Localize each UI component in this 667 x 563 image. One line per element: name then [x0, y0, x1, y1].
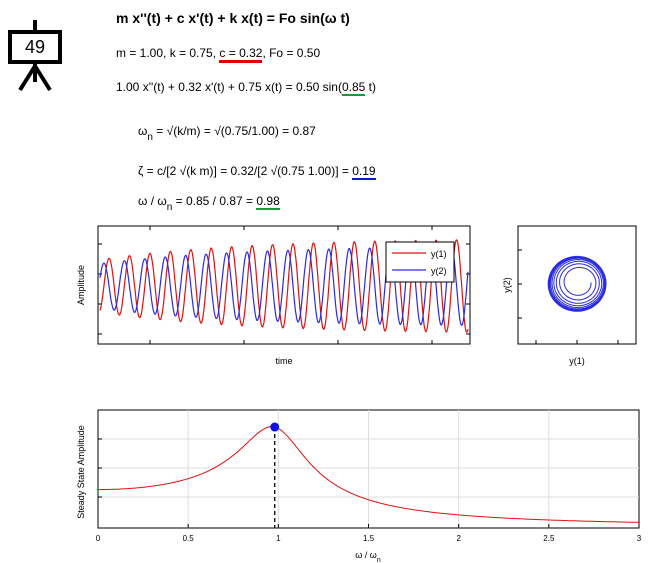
zeta-val: 0.19: [352, 164, 376, 180]
legend-label-y2: y(2): [431, 266, 447, 276]
wn-expr: = √(k/m) = √(0.75/1.00) = 0.87: [152, 124, 316, 138]
ode-post: t): [365, 80, 377, 94]
badge-number: 49: [8, 30, 62, 64]
params-post: , Fo = 0.50: [262, 46, 321, 60]
chart-badge: 49: [0, 0, 70, 100]
ode-pre: 1.00 x''(t) + 0.32 x'(t) + 0.75 x(t) = 0…: [116, 80, 342, 94]
phase-portrait-chart: y(1) y(2): [502, 225, 637, 366]
ratio-pre: ω / ω: [138, 194, 167, 208]
series-line-y1: [99, 239, 469, 333]
params-c: c = 0.32: [219, 46, 263, 63]
legend-label-y1: y(1): [431, 249, 447, 259]
phase-plot-frame: [517, 225, 637, 345]
freq-xtick-label-3: 1.5: [363, 534, 375, 543]
wn-symbol: ω: [138, 124, 148, 138]
freq-xtick-label-5: 2.5: [543, 534, 555, 543]
equation-title: m x''(t) + c x'(t) + k x(t) = Fo sin(ω t…: [116, 10, 350, 26]
phase-trajectory: [547, 255, 607, 312]
frequency-response-chart: 0 0.5 1 1.5 2 2.5 3 ω / ωn Steady State Amplit…: [76, 409, 642, 563]
freq-xtick-label-2: 1: [276, 534, 281, 543]
phase-xlabel: y(1): [569, 356, 585, 366]
ratio-mid: = 0.85 / 0.87 =: [172, 194, 257, 208]
ratio-sub: n: [166, 202, 173, 213]
natural-frequency-line: ωn = √(k/m) = √(0.75/1.00) = 0.87: [138, 124, 316, 143]
freq-xtick-label-6: 3: [637, 534, 642, 543]
frequency-ratio-line: ω / ωn = 0.85 / 0.87 = 0.98: [138, 194, 280, 213]
zeta-expr: ζ = c/[2 √(k m)] = 0.32/[2 √(0.75 1.00)]…: [138, 164, 353, 178]
params-pre: m = 1.00, k = 0.75,: [116, 46, 220, 60]
ratio-val: 0.98: [256, 194, 280, 210]
presentation-board-icon: [18, 20, 52, 92]
freq-xtick-label-4: 2: [456, 534, 461, 543]
freq-ylabel: Steady State Amplitude: [76, 425, 86, 519]
freq-xtick-label-0: 0: [96, 534, 101, 543]
freq-xlabel: ω / ωn: [355, 550, 381, 563]
parameter-line: m = 1.00, k = 0.75, c = 0.32, Fo = 0.50: [116, 46, 321, 63]
time-xlabel: time: [275, 356, 292, 366]
time-ylabel: Amplitude: [76, 265, 86, 305]
time-series-chart: y(1) y(2) time Amplitude: [76, 225, 471, 366]
freq-xtick-label-1: 0.5: [183, 534, 195, 543]
ode-line: 1.00 x''(t) + 0.32 x'(t) + 0.75 x(t) = 0…: [116, 80, 377, 96]
amplitude-curve: [98, 426, 639, 523]
phase-ylabel: y(2): [502, 277, 512, 293]
resonance-marker-dot: [270, 422, 280, 432]
ode-omega: 0.85: [341, 80, 366, 96]
legend: y(1) y(2): [385, 241, 455, 283]
damping-ratio-line: ζ = c/[2 √(k m)] = 0.32/[2 √(0.75 1.00)]…: [138, 164, 376, 180]
wn-sub: n: [147, 132, 153, 143]
